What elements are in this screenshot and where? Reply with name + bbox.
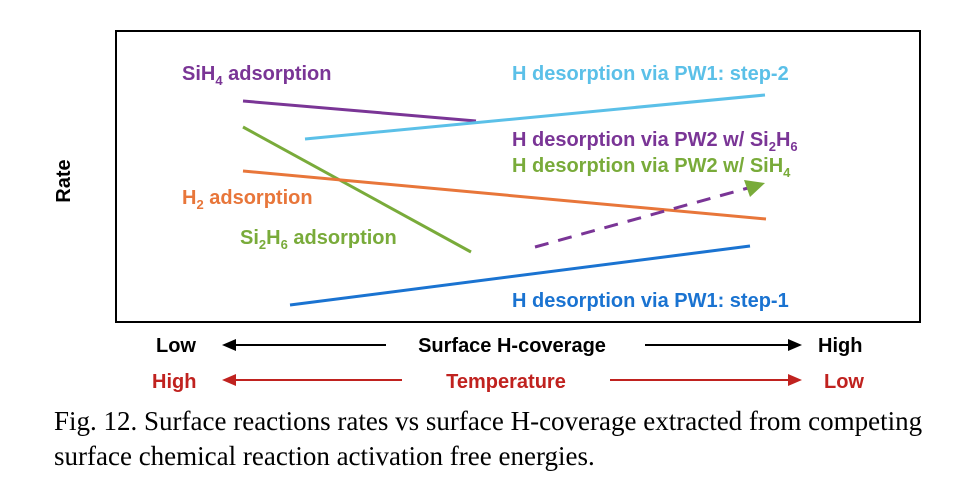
si2h6-adsorption-label: Si2H6 adsorption	[240, 227, 397, 252]
si2h6-adsorption-line	[242, 125, 472, 254]
temperature-high-label: High	[152, 371, 196, 393]
h-desorption-pw2-sih4-label: H desorption via PW2 w/ SiH4	[512, 155, 791, 180]
h-desorption-pw1-step1-label: H desorption via PW1: step-1	[512, 290, 789, 312]
h2-adsorption-label: H2 adsorption	[182, 187, 313, 212]
plot-frame	[115, 30, 921, 323]
figure-caption: Fig. 12. Surface reactions rates vs surf…	[54, 406, 923, 471]
h-desorption-pw1-step2-line	[304, 93, 766, 141]
h-desorption-pw1-step1-line	[289, 244, 751, 307]
coverage-low-label: Low	[156, 335, 196, 357]
coverage-axis-label: Surface H-coverage	[418, 335, 606, 357]
h-desorption-pw2-si2h6-line	[534, 186, 749, 249]
coverage-high-label: High	[818, 335, 862, 357]
temperature-axis-label: Temperature	[446, 371, 566, 393]
coverage-right-arrowhead	[788, 339, 802, 351]
h-desorption-pw2-arrowhead	[744, 180, 765, 197]
sih4-adsorption-line	[242, 99, 477, 123]
y-axis-label: Rate	[53, 159, 75, 202]
temperature-left-arrowhead	[222, 374, 236, 386]
sih4-adsorption-label: SiH4 adsorption	[182, 63, 331, 88]
temperature-low-label: Low	[824, 371, 864, 393]
h-desorption-pw1-step2-label: H desorption via PW1: step-2	[512, 63, 789, 85]
temperature-right-arrowhead	[788, 374, 802, 386]
h-desorption-pw2-si2h6-label: H desorption via PW2 w/ Si2H6	[512, 129, 798, 154]
coverage-left-arrowhead	[222, 339, 236, 351]
h2-adsorption-line	[242, 169, 767, 221]
